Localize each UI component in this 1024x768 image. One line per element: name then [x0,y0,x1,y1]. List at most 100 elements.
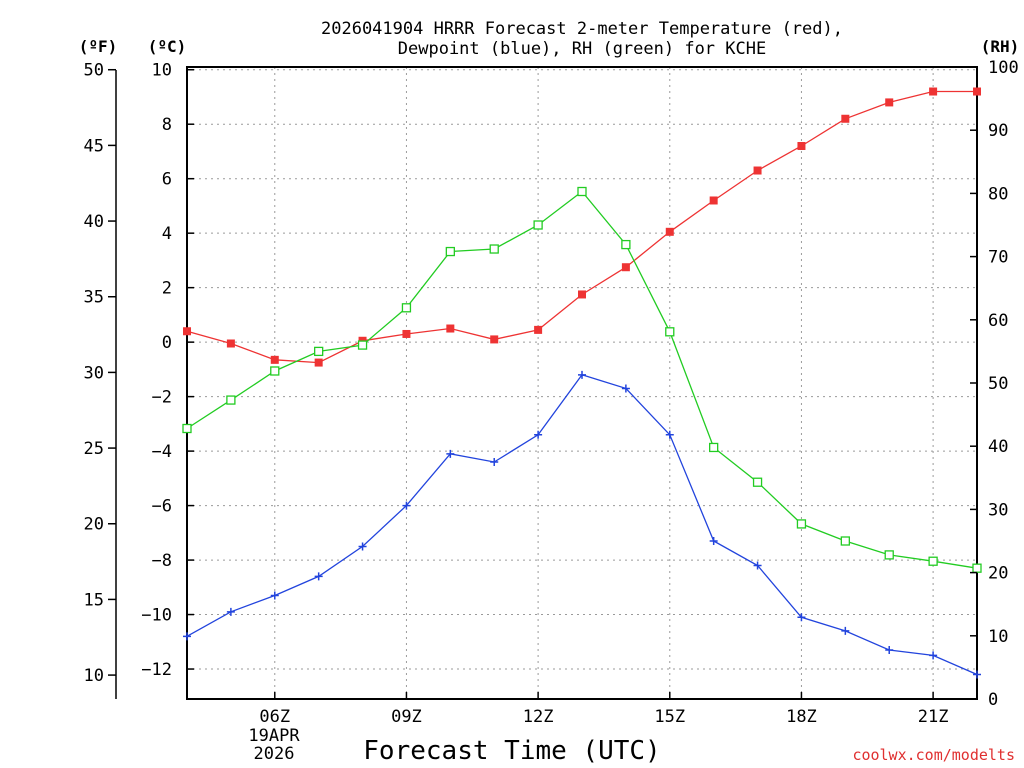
rh-point [928,556,938,566]
temperature-point [446,324,455,333]
temperature-point [621,263,630,272]
celsius-tick-label: 2 [162,279,172,299]
rh-point [621,239,631,250]
temperature-point [709,196,718,205]
rh-point [709,442,719,453]
rh-point [270,366,280,376]
dewpoint-point [665,430,674,439]
rh-point [665,327,675,337]
x-tick-label: 09Z [391,707,422,727]
rh-unit-label: (RH) [981,37,1020,56]
rh-tick-label: 40 [988,437,1008,457]
dewpoint-point [753,561,762,570]
temperature-point [270,355,279,364]
fahrenheit-tick-label: 45 [84,136,104,156]
temperature-point [402,329,411,338]
dewpoint-point [973,670,981,679]
temperature-point [490,335,499,344]
credit-label: coolwx.com/modelts [852,746,1015,764]
rh-point [577,186,587,197]
dewpoint-point [226,607,235,616]
dewpoint-point [446,449,455,458]
dewpoint-point [797,613,806,622]
celsius-tick-label: −10 [141,606,172,626]
fahrenheit-tick-label: 35 [84,288,104,308]
celsius-tick-label: 4 [162,224,172,244]
x-tick-label: 12Z [523,707,554,727]
rh-point [226,395,236,405]
temperature-point [841,114,850,123]
temperature-point [797,142,806,150]
celsius-tick-label: 10 [152,61,172,81]
dewpoint-point [534,430,543,439]
celsius-tick-label: −12 [141,660,172,680]
rh-tick-label: 30 [988,500,1008,520]
plot-frame [186,66,978,700]
dewpoint-point [841,626,850,635]
fahrenheit-tick-label: 20 [84,515,104,535]
rh-point [357,340,368,350]
date-year-label: 2026 [254,744,295,764]
rh-tick-label: 70 [988,248,1008,268]
rh-point [445,246,455,257]
x-tick-label: 21Z [918,707,949,727]
grid [187,67,977,699]
celsius-tick-label: 6 [162,170,172,190]
dewpoint-point [621,384,630,393]
celsius-tick-label: −2 [152,388,172,408]
fahrenheit-tick-label: 50 [84,61,104,81]
fahrenheit-tick-label: 25 [84,439,104,459]
rh-point [752,477,763,487]
rh-tick-label: 10 [988,627,1008,647]
temperature-point [183,327,191,336]
fahrenheit-tick-label: 40 [84,212,104,232]
x-tick-label: 15Z [654,707,685,727]
temperature-point [885,98,894,107]
celsius-tick-label: −6 [152,497,172,517]
chart-title-line-1: 2026041904 HRRR Forecast 2-meter Tempera… [321,19,843,39]
dewpoint-point [885,645,894,654]
temperature-point [226,339,235,348]
dewpoint-point [183,632,191,641]
celsius-tick-label: −4 [152,442,172,462]
temperature-point [578,290,586,299]
celsius-tick-label: 8 [162,115,172,135]
celsius-tick-label: 0 [162,333,172,353]
dewpoint-point [578,370,586,379]
rh-tick-label: 80 [988,184,1008,204]
rh-point [796,519,807,529]
rh-tick-label: 100 [988,58,1019,78]
dewpoint-point [929,651,938,660]
rh-point [489,244,499,254]
rh-point [972,563,982,573]
fahrenheit-tick-label: 15 [84,590,104,610]
x-tick-label: 18Z [786,707,817,727]
dewpoint-point [358,542,367,551]
rh-tick-label: 0 [988,690,998,710]
x-tick-label: 06Z [259,707,290,727]
temperature-point [534,325,543,334]
chart-title-line-2: Dewpoint (blue), RH (green) for KCHE [398,39,766,59]
rh-point [884,550,894,560]
dewpoint-point [490,458,499,466]
rh-tick-label: 60 [988,311,1008,331]
rh-point [840,536,850,546]
date-day-label: 19APR [248,726,300,746]
series-line-2-meter-temperature [186,90,977,364]
rh-point [401,303,412,313]
series-line-dewpoint [186,374,978,676]
fahrenheit-tick-label: 10 [84,666,104,686]
dewpoint-point [270,591,279,600]
dewpoint-point [709,537,718,545]
series-line-relative-humidity [186,190,978,569]
rh-point [533,220,543,230]
temperature-point [973,87,981,96]
temperature-point [929,87,938,96]
temperature-point [753,166,762,175]
temperature-point [665,227,674,236]
rh-tick-label: 20 [988,564,1008,584]
dewpoint-point [314,572,323,581]
rh-tick-label: 50 [988,374,1008,394]
